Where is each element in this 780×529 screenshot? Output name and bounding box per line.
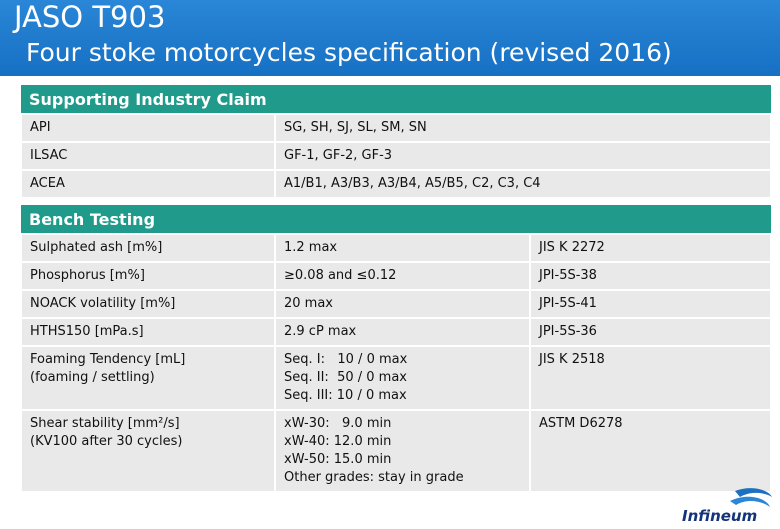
cell: ASTM D6278 [529,409,772,493]
cell: API [20,113,276,143]
cell: Shear stability [mm²/s] (KV100 after 30 c… [20,409,276,493]
cell: JPI-5S-36 [529,317,772,347]
row: Sulphated ash [m%] 1.2 max JIS K 2272 [20,233,772,263]
cell-text: NOACK volatility [m%] [30,296,176,311]
cell: HTHS150 [mPa.s] [20,317,276,347]
logo: Infineum [682,488,772,525]
cell: JPI-5S-38 [529,261,772,291]
cell-text: ILSAC [30,148,68,163]
table: Bench Testing Sulphated ash [m%] 1.2 max JI… [20,205,772,493]
subtitle: Four stoke motorcycles specification (re… [26,38,672,67]
cell-line: Seq. I: 10 / 0 max [284,352,408,367]
row: Phosphorus [m%] ≥0.08 and ≤0.12 JPI-5S-38 [20,261,772,291]
cell: 1.2 max [274,233,531,263]
cell-line: xW-30: 9.0 min [284,416,392,431]
row: HTHS150 [mPa.s] 2.9 cP max JPI-5S-36 [20,317,772,347]
row: API SG, SH, SJ, SL, SM, SN [20,113,772,143]
cell-text: 20 max [284,296,333,311]
row: NOACK volatility [m%] 20 max JPI-5S-41 [20,289,772,319]
title: JASO T903 [14,0,166,34]
cell-line: xW-40: 12.0 min [284,434,392,449]
cell-text: ACEA [30,176,65,191]
cell-line: xW-50: 15.0 min [284,452,392,467]
cell: 2.9 cP max [274,317,531,347]
cell-text: JIS K 2272 [539,240,605,255]
logo-swirl [735,488,772,497]
row: Foaming Tendency [mL] (foaming / settling… [20,345,772,411]
cell-text: 2.9 cP max [284,324,357,339]
cell: xW-30: 9.0 min xW-40: 12.0 min xW-50: 15.0… [274,409,531,493]
cell-line: (foaming / settling) [30,370,155,385]
logo-text: Infineum [682,507,757,525]
cell: JPI-5S-41 [529,289,772,319]
cell-text: HTHS150 [mPa.s] [30,324,144,339]
cell-line: (KV100 after 30 cycles) [30,434,183,449]
cell-line: Shear stability [mm²/s] [30,416,180,431]
cell: SG, SH, SJ, SL, SM, SN [274,113,772,143]
cell: Foaming Tendency [mL] (foaming / settling… [20,345,276,411]
cell-text: ASTM D6278 [539,416,623,431]
cell-text: 1.2 max [284,240,338,255]
header-row: Bench Testing [21,205,771,235]
cell-text: Sulphated ash [m%] [30,240,163,255]
table: Supporting Industry Claim API SG, SH, SJ, … [20,85,772,199]
cell-line: Foaming Tendency [mL] [30,352,186,367]
row: ACEA A1/B1, A3/B3, A3/B4, A5/B5, C2, C3, … [20,169,772,199]
cell: ACEA [20,169,276,199]
cell-line: Seq. II: 50 / 0 max [284,370,407,385]
cell: ≥0.08 and ≤0.12 [274,261,531,291]
cell-text: JIS K 2518 [539,352,605,367]
cell-text: A1/B1, A3/B3, A3/B4, A5/B5, C2, C3, C4 [284,176,541,191]
logo-swirl [730,496,770,507]
header-row: Supporting Industry Claim [21,85,771,115]
cell-line: Other grades: stay in grade [284,470,464,485]
cell: ILSAC [20,141,276,171]
cell: JIS K 2518 [529,345,772,411]
cell-text: JPI-5S-38 [539,268,597,283]
cell-text: SG, SH, SJ, SL, SM, SN [284,120,427,135]
row: Shear stability [mm²/s] (KV100 after 30 c… [20,409,772,493]
cell: A1/B1, A3/B3, A3/B4, A5/B5, C2, C3, C4 [274,169,772,199]
cell-text: API [30,120,51,135]
cell: Seq. I: 10 / 0 max Seq. II: 50 / 0 max Seq… [274,345,531,411]
cell-text: Phosphorus [m%] [30,268,145,283]
cell-line: Seq. III: 10 / 0 max [284,388,407,403]
row: ILSAC GF-1, GF-2, GF-3 [20,141,772,171]
cell-text: JPI-5S-41 [539,296,597,311]
header-band: JASO T903 Four stoke motorcycles specifi… [0,0,780,76]
cell: Phosphorus [m%] [20,261,276,291]
cell: GF-1, GF-2, GF-3 [274,141,772,171]
cell: Sulphated ash [m%] [20,233,276,263]
cell-text: GF-1, GF-2, GF-3 [284,148,393,163]
table-title: Bench Testing [21,205,771,235]
cell: NOACK volatility [m%] [20,289,276,319]
cell-text: JPI-5S-36 [539,324,597,339]
table-title: Supporting Industry Claim [21,85,771,115]
cell-text: ≥0.08 and ≤0.12 [284,268,397,283]
cell: JIS K 2272 [529,233,772,263]
cell: 20 max [274,289,531,319]
